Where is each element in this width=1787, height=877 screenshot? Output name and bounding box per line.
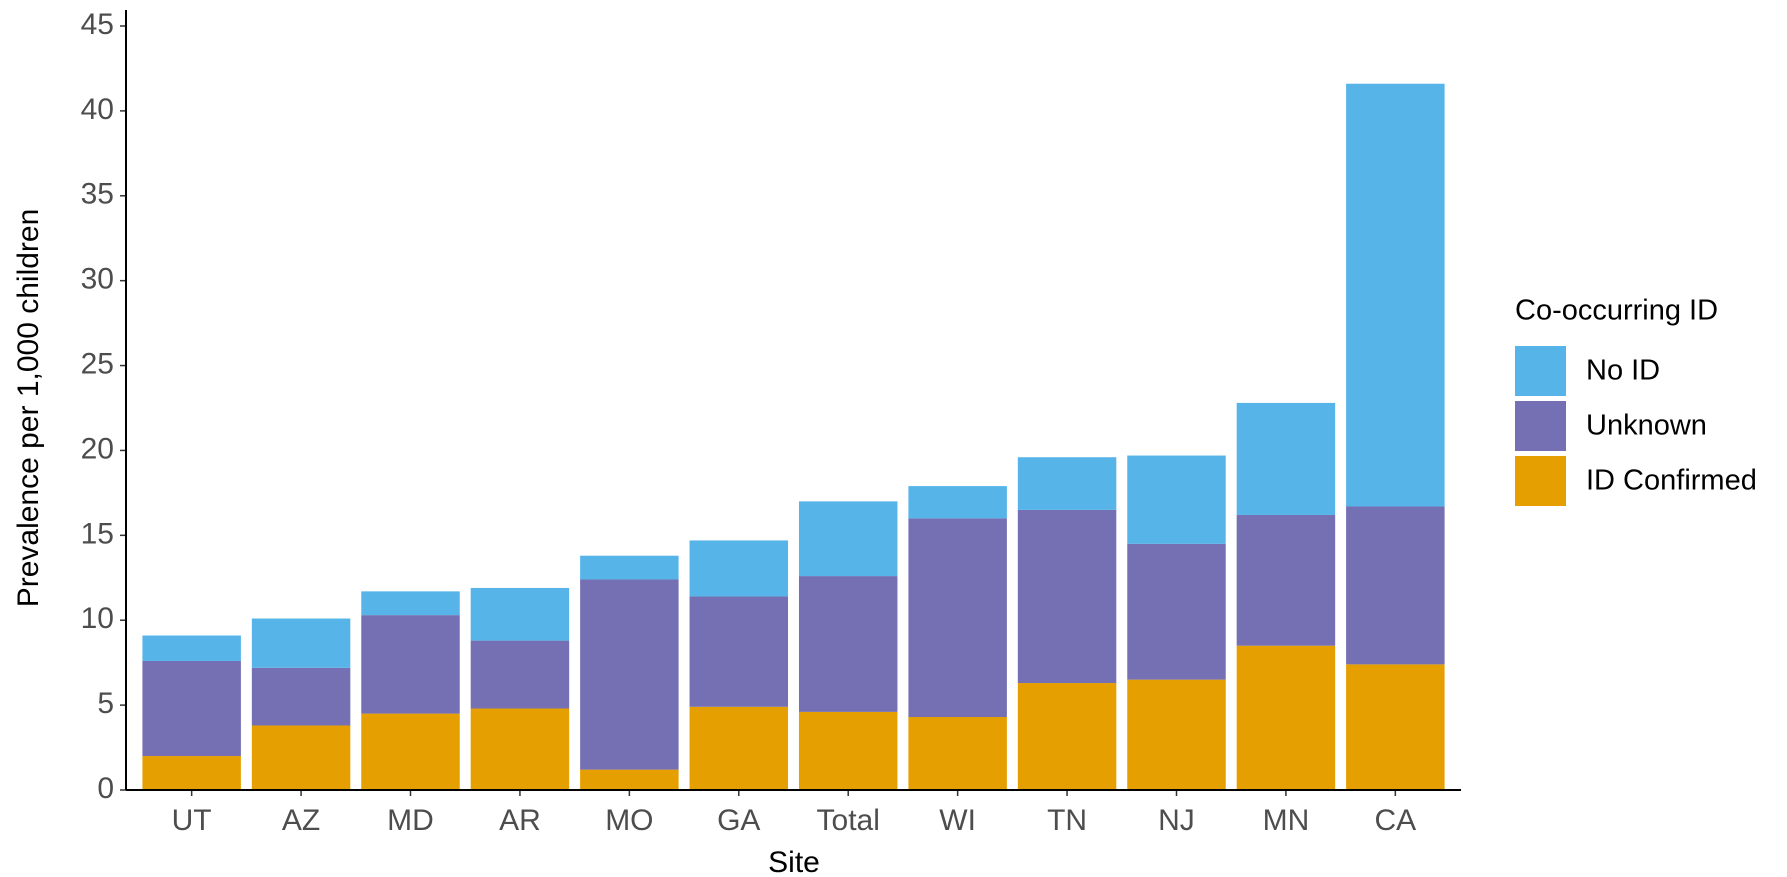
bar-segment bbox=[1236, 645, 1336, 790]
y-tick-label: 30 bbox=[81, 263, 114, 296]
bar-segment bbox=[142, 635, 241, 661]
bar-segment bbox=[1127, 543, 1226, 680]
legend-swatch bbox=[1515, 346, 1566, 396]
bar-segment bbox=[1346, 664, 1445, 790]
x-tick-label: CA bbox=[1375, 804, 1417, 837]
y-tick-label: 40 bbox=[81, 93, 114, 126]
bar-segment bbox=[580, 555, 679, 580]
bar-segment bbox=[1127, 679, 1226, 790]
x-tick-label: Total bbox=[817, 804, 880, 837]
legend-label: ID Confirmed bbox=[1586, 465, 1757, 497]
bar-segment bbox=[908, 486, 1007, 519]
y-tick-label: 20 bbox=[81, 432, 114, 465]
x-tick-label: MN bbox=[1263, 804, 1310, 837]
x-axis-title: Site bbox=[768, 846, 820, 877]
y-tick-label: 0 bbox=[97, 772, 114, 805]
bar-segment bbox=[142, 660, 241, 757]
bar-segment bbox=[798, 501, 898, 577]
y-axis-title: Prevalence per 1,000 children bbox=[12, 209, 45, 608]
bar-segment bbox=[361, 591, 460, 616]
bar-segment bbox=[251, 725, 351, 790]
bar-segment bbox=[251, 618, 351, 668]
bar-segment bbox=[580, 579, 679, 770]
bar-segment bbox=[470, 708, 570, 790]
x-tick-label: WI bbox=[939, 804, 976, 837]
bar-segment bbox=[798, 711, 898, 790]
bar-segment bbox=[798, 576, 898, 712]
bar-segment bbox=[1346, 506, 1445, 665]
bar-segment bbox=[1017, 457, 1117, 510]
legend-label: No ID bbox=[1586, 355, 1660, 387]
bar-segment bbox=[361, 713, 460, 790]
x-tick-label: NJ bbox=[1158, 804, 1195, 837]
bar-segment bbox=[1236, 402, 1336, 515]
y-tick-label: 35 bbox=[81, 178, 114, 211]
bar-segment bbox=[1236, 514, 1336, 646]
bar-segment bbox=[361, 615, 460, 714]
bar-segment bbox=[251, 667, 351, 726]
x-tick-label: GA bbox=[717, 804, 760, 837]
bar-segment bbox=[689, 596, 789, 707]
bar-segment bbox=[470, 587, 570, 641]
x-tick-label: MD bbox=[387, 804, 434, 837]
bar-segment bbox=[1127, 455, 1226, 544]
y-tick-label: 15 bbox=[81, 517, 114, 550]
y-tick-label: 45 bbox=[81, 8, 114, 41]
x-tick-label: AZ bbox=[282, 804, 320, 837]
bar-segment bbox=[689, 540, 789, 597]
bar-segment bbox=[689, 706, 789, 790]
legend-label: Unknown bbox=[1586, 410, 1707, 442]
x-tick-label: TN bbox=[1047, 804, 1087, 837]
x-tick-label: MO bbox=[605, 804, 653, 837]
legend-title: Co-occurring ID bbox=[1515, 295, 1718, 327]
y-tick-label: 5 bbox=[97, 687, 114, 720]
x-tick-label: UT bbox=[172, 804, 212, 837]
y-tick-label: 10 bbox=[81, 602, 114, 635]
bar-segment bbox=[908, 716, 1007, 790]
bar-segment bbox=[580, 769, 679, 790]
x-tick-label: AR bbox=[499, 804, 541, 837]
bar-segment bbox=[142, 756, 241, 790]
bar-segment bbox=[470, 640, 570, 709]
legend-swatch bbox=[1515, 456, 1566, 506]
bar-segment bbox=[1346, 83, 1445, 507]
y-tick-label: 25 bbox=[81, 347, 114, 380]
bar-segment bbox=[1017, 509, 1117, 684]
legend-swatch bbox=[1515, 401, 1566, 451]
bar-segment bbox=[908, 518, 1007, 717]
bar-segment bbox=[1017, 683, 1117, 790]
